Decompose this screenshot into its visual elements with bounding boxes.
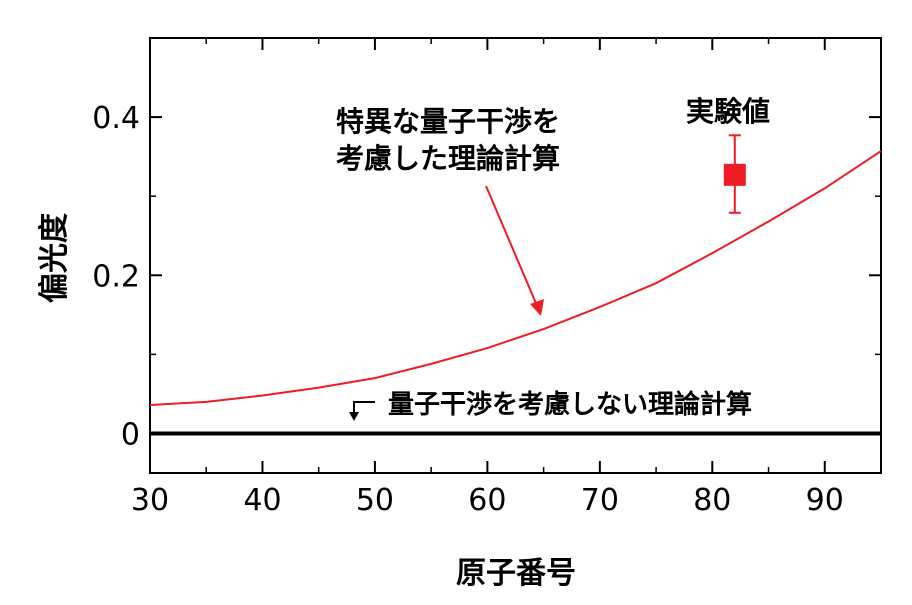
experiment-annotation: 実験値: [686, 95, 770, 128]
y-axis-title: 偏光度: [37, 213, 72, 303]
x-tick-label: 40: [243, 483, 281, 518]
axis-ticks: [149, 38, 881, 473]
x-tick-label: 50: [356, 483, 394, 518]
x-tick-label: 80: [693, 483, 731, 518]
theory-annotation-line2: 考慮した理論計算: [336, 142, 560, 175]
x-axis-title: 原子番号: [456, 556, 576, 591]
x-tick-label: 60: [468, 483, 506, 518]
y-tick-label: 0.2: [92, 259, 140, 294]
axis-tick-labels: 30 40 50 60 70 80 90 0 0.2 0.4: [92, 101, 844, 518]
plot-area-frame: [149, 37, 882, 474]
theory-annotation-arrow: [485, 185, 544, 316]
y-tick-label: 0.4: [92, 101, 140, 136]
x-tick-label: 90: [806, 483, 844, 518]
series-interference-curve: [149, 150, 882, 406]
baseline-annotation-arrow: [349, 401, 375, 421]
experiment-point: [723, 163, 746, 186]
points-layer: [723, 134, 746, 214]
theory-annotation-line1: 特異な量子干渉を: [336, 105, 560, 138]
x-tick-label: 70: [581, 483, 619, 518]
baseline-annotation: 量子干渉を考慮しない理論計算: [388, 389, 752, 420]
x-tick-label: 30: [131, 483, 169, 518]
series-layer: [149, 150, 882, 436]
y-tick-label: 0: [121, 417, 140, 452]
